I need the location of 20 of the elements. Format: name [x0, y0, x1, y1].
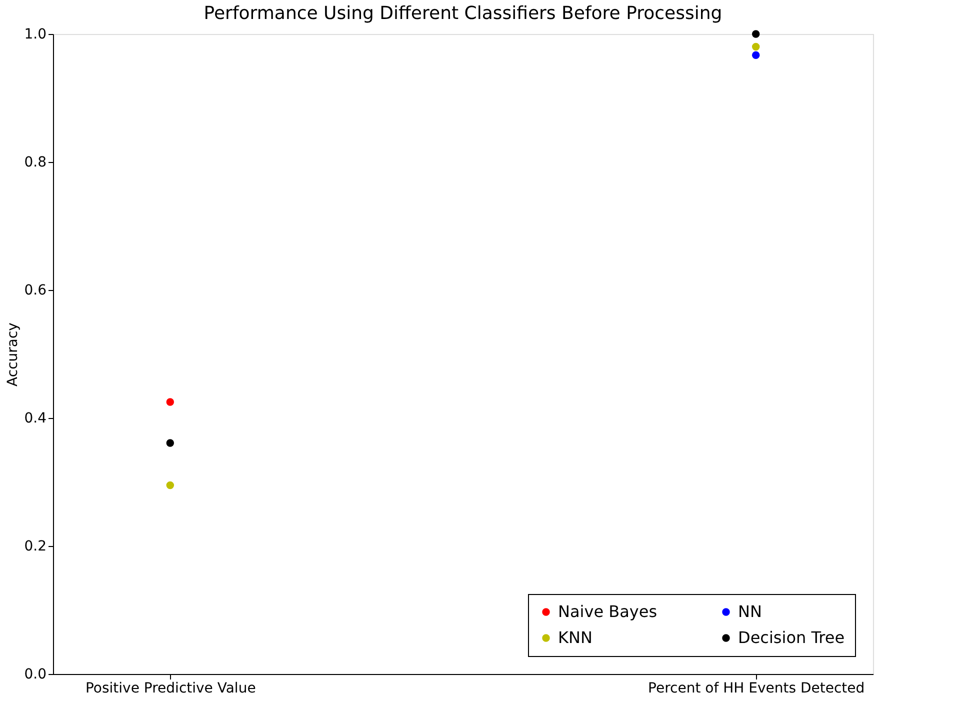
y-tick-label: 1.0	[24, 26, 46, 42]
point	[166, 398, 174, 406]
point	[166, 439, 174, 447]
legend-label: NN	[738, 602, 762, 621]
y-tick-label: 0.2	[24, 538, 46, 554]
y-axis-title: Accuracy	[5, 322, 22, 386]
legend-label: Decision Tree	[738, 628, 845, 647]
chart-title: Performance Using Different Classifiers Before Processing	[204, 3, 722, 24]
y-tick-label: 0.0	[24, 666, 46, 682]
point	[752, 42, 760, 51]
y-tick-label: 0.6	[24, 282, 47, 298]
point	[166, 481, 174, 490]
x-tick-label: Percent of HH Events Detected	[648, 680, 865, 696]
y-tick-label: 0.4	[24, 410, 47, 426]
legend-label: KNN	[558, 628, 592, 647]
point	[752, 30, 760, 38]
y-tick-label: 0.8	[24, 154, 46, 170]
point	[752, 51, 760, 59]
legend-label: Naive Bayes	[558, 602, 658, 621]
x-tick-label: Positive Predictive Value	[85, 680, 256, 696]
